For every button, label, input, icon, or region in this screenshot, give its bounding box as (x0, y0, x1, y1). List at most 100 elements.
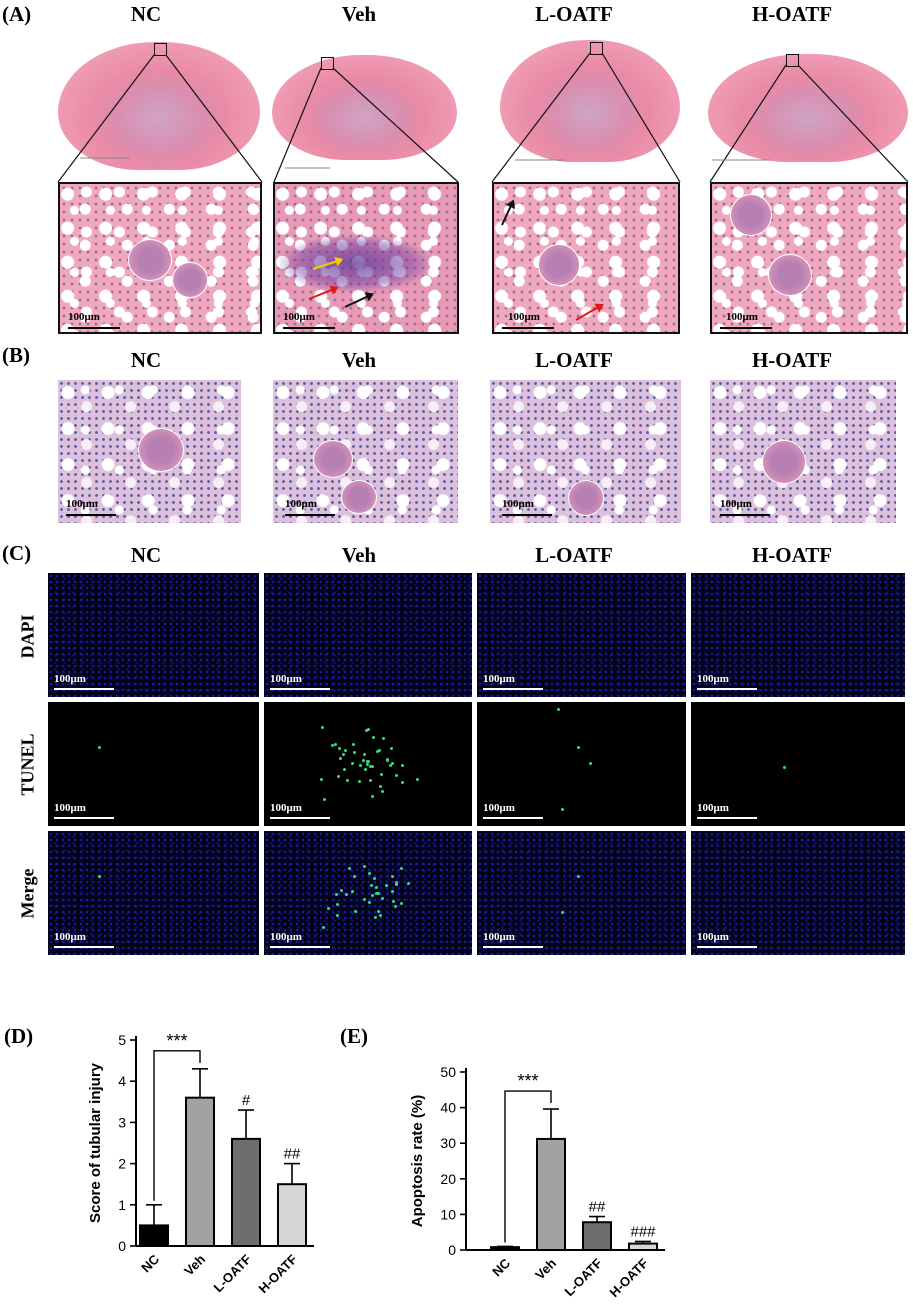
tunel-tile-nc: 100μm (48, 702, 259, 826)
kidney-overview-nc (58, 42, 260, 170)
glomerulus (128, 239, 172, 281)
scale-label: 100μm (54, 931, 86, 943)
bar-l-oatf (231, 1137, 261, 1247)
y-tick-label: 0 (118, 1238, 126, 1254)
scale-label: 100μm (697, 673, 729, 685)
y-tick-label: 2 (118, 1156, 126, 1172)
tunel-positive-dot (378, 749, 382, 753)
x-tick-label: Veh (532, 1255, 559, 1282)
merge-tile-l-oatf: 100μm (477, 831, 686, 955)
chart-tubular-injury: 0 1 2 3 4 5 Score of tubular injury NC Veh L-OATF… (87, 1031, 314, 1296)
scale-label: 100μm (483, 802, 515, 814)
tunel-tile-h-oatf: 100μm (691, 702, 905, 826)
glomerulus (313, 440, 353, 478)
scale-label: 100μm (483, 673, 515, 685)
tunel-positive-dot (382, 736, 386, 740)
glomerulus (568, 480, 604, 516)
zoom-lines (57, 52, 909, 183)
tunel-positive-dot (378, 785, 382, 789)
tunel-positive-dot (372, 736, 376, 740)
significance-bracket (504, 1090, 552, 1243)
col-title-b-l-oatf: L-OATF (535, 348, 613, 372)
y-tick-label: 10 (440, 1206, 456, 1222)
tunel-positive-dot (364, 768, 368, 772)
tunel-positive-dot (380, 897, 384, 901)
glomerulus (538, 244, 580, 286)
tunel-positive-dot (391, 889, 394, 893)
scale-label: 100μm (697, 931, 729, 943)
tunel-positive-dot (399, 902, 403, 905)
bar-nc (139, 1224, 169, 1247)
x-tick-label: NC (138, 1251, 162, 1275)
bar-veh (536, 1137, 566, 1251)
tunel-positive-dot (394, 881, 398, 884)
tunel-positive-dot (416, 777, 420, 781)
scale-label: 100μm (697, 802, 729, 814)
kidney-overview-l-oatf (500, 40, 680, 162)
tunel-positive-dot (390, 874, 394, 878)
tunel-positive-dot (334, 743, 338, 747)
row-title-merge: Merge (17, 868, 38, 919)
significance-label: *** (517, 1071, 538, 1091)
inflammatory-infiltrate (280, 236, 430, 291)
kidney-overview-h-oatf (708, 54, 908, 162)
merge-tile-h-oatf: 100μm (691, 831, 905, 955)
col-title-a-h-oatf: H-OATF (751, 2, 833, 26)
significance-label: *** (166, 1031, 187, 1051)
tunel-positive-dot (370, 893, 374, 897)
bar-h-oatf (628, 1242, 658, 1251)
dapi-tile-veh: 100μm (264, 573, 472, 697)
tunel-positive-dot (368, 901, 371, 904)
scale-label: 100μm (283, 311, 315, 323)
red-arrow (575, 304, 603, 321)
he-tile-veh: 100μm (273, 182, 459, 334)
tunel-positive-dot (353, 909, 357, 913)
merge-tile-nc: 100μm (48, 831, 259, 955)
bar-veh (185, 1096, 215, 1248)
tunel-tile-veh: 100μm (264, 702, 472, 826)
y-tick-label: 0 (448, 1242, 456, 1258)
tunel-positive-dot (363, 865, 367, 869)
black-arrow (344, 293, 373, 308)
tunel-positive-dot (336, 902, 340, 906)
tunel-positive-dot (339, 889, 343, 892)
tunel-positive-dot (322, 798, 326, 802)
glomerulus (762, 440, 806, 484)
tunel-positive-dot (336, 775, 340, 779)
panel-label-b: (B) (2, 343, 30, 367)
x-tick-label: L-OATF (562, 1255, 606, 1299)
x-tick-label: L-OATF (211, 1251, 255, 1295)
pas-tile-nc: 100μm (58, 380, 241, 523)
scale-label: 100μm (502, 498, 534, 510)
col-title-c-l-oatf: L-OATF (535, 543, 613, 567)
scale-label: 100μm (483, 931, 515, 943)
y-axis-label: Apoptosis rate (%) (409, 1095, 426, 1228)
x-tick-label: NC (489, 1255, 513, 1279)
tunel-positive-dot (362, 752, 366, 756)
chart-apoptosis-rate: 0 10 20 30 40 50 Apoptosis rate (%) NC Veh L-OATF… (409, 1064, 665, 1300)
scale-label: 100μm (54, 802, 86, 814)
dapi-tile-nc: 100μm (48, 573, 259, 697)
scale-label: 100μm (720, 498, 752, 510)
tunel-positive-dot (384, 884, 388, 888)
tunel-positive-dot (373, 916, 377, 919)
scale-label: 100μm (285, 498, 317, 510)
bar-h-oatf (277, 1183, 307, 1247)
panel-label-c: (C) (2, 541, 32, 565)
col-title-b-h-oatf: H-OATF (751, 348, 833, 372)
glomerulus (768, 254, 812, 296)
tunel-positive-dot (394, 905, 397, 909)
y-axis-label: Score of tubular injury (87, 1062, 104, 1223)
tunel-positive-dot (338, 747, 342, 751)
tunel-positive-dot (358, 763, 362, 767)
tunel-positive-dot (358, 779, 361, 783)
tunel-positive-dot (371, 795, 375, 799)
tunel-positive-dot (335, 913, 339, 917)
scale-label: 100μm (508, 311, 540, 323)
tunel-positive-dot (376, 909, 380, 913)
tunel-positive-dot (334, 893, 338, 897)
tunel-positive-dot (388, 764, 392, 768)
glomerulus (138, 428, 184, 472)
tunel-positive-dot (406, 882, 410, 886)
tunel-positive-dot (392, 900, 395, 904)
